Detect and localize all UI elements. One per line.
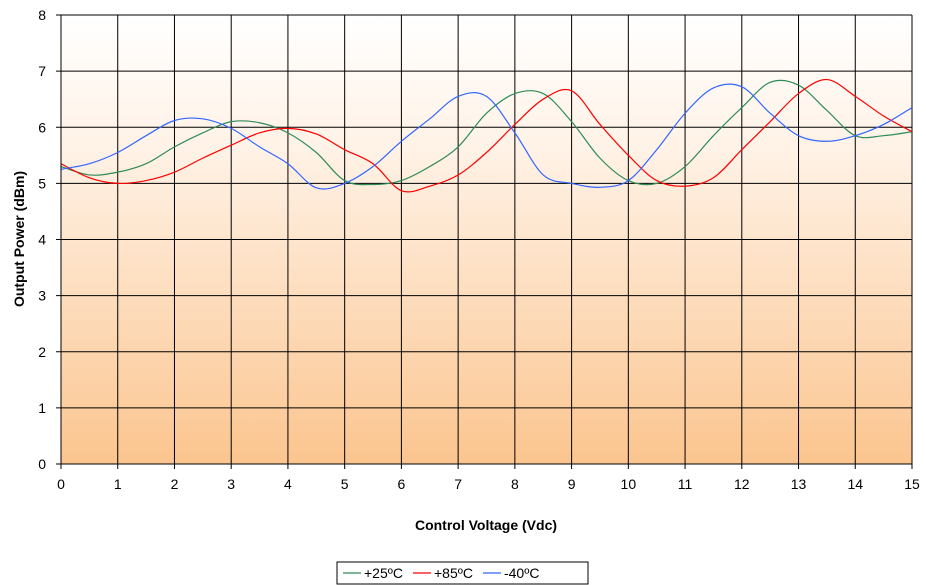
x-tick-label: 11 — [678, 476, 693, 492]
y-tick-label: 1 — [38, 400, 46, 416]
x-tick-label: 13 — [791, 476, 807, 492]
x-tick-labels: 0 1 2 3 4 5 6 7 8 9 10 11 12 13 14 15 — [57, 476, 920, 492]
legend-item-0: +25ºC — [343, 565, 403, 581]
y-tick-label: 7 — [38, 63, 46, 79]
y-tick-label: 3 — [38, 288, 46, 304]
x-tick-label: 7 — [454, 476, 462, 492]
legend-label: +25ºC — [364, 565, 403, 581]
x-tick-label: 15 — [904, 476, 920, 492]
y-tick-label: 6 — [38, 119, 46, 135]
legend-label: -40ºC — [504, 565, 539, 581]
legend-item-1: +85ºC — [412, 565, 473, 581]
x-tick-label: 10 — [621, 476, 637, 492]
x-tick-label: 14 — [847, 476, 863, 492]
y-tick-labels: 0 1 2 3 4 5 6 7 8 — [38, 7, 46, 472]
legend: +25ºC +85ºC -40ºC — [336, 561, 589, 585]
y-tick-label: 2 — [38, 344, 46, 360]
series-lines — [60, 78, 913, 193]
y-tick-label: 5 — [38, 175, 46, 191]
legend-box — [336, 561, 589, 585]
gridlines — [60, 14, 913, 465]
y-axis-title: Output Power (dBm) — [11, 171, 27, 307]
series-line-2 — [60, 83, 913, 190]
x-tick-label: 9 — [568, 476, 576, 492]
y-tick-label: 4 — [38, 232, 46, 248]
series-line-0 — [60, 79, 913, 186]
x-tick-label: 12 — [734, 476, 750, 492]
x-tick-label: 8 — [511, 476, 519, 492]
x-tick-label: 1 — [114, 476, 122, 492]
x-tick-label: 6 — [398, 476, 406, 492]
x-tick-label: 2 — [171, 476, 179, 492]
x-tick-label: 4 — [284, 476, 292, 492]
y-tick-label: 0 — [38, 456, 46, 472]
x-tick-label: 5 — [341, 476, 349, 492]
series-line-1 — [60, 78, 913, 193]
x-axis-title: Control Voltage (Vdc) — [415, 517, 557, 533]
y-tick-label: 8 — [38, 7, 46, 23]
x-tick-label: 3 — [227, 476, 235, 492]
x-tick-label: 0 — [57, 476, 65, 492]
legend-label: +85ºC — [434, 565, 473, 581]
axes — [56, 14, 913, 469]
legend-item-2: -40ºC — [482, 565, 539, 581]
